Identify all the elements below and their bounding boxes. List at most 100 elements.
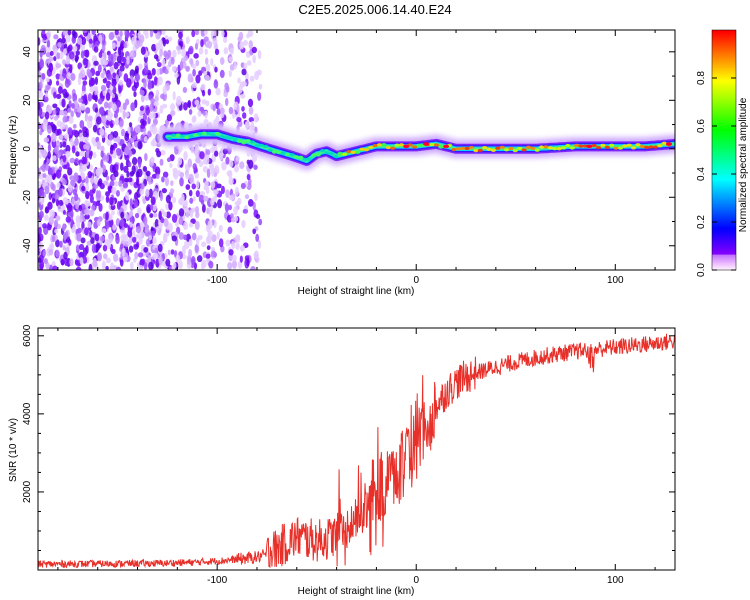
heatmap-noise-cell xyxy=(62,245,66,251)
heatmap-noise-cell xyxy=(48,192,52,201)
heatmap-noise-cell xyxy=(195,206,200,214)
heatmap-noise-cell xyxy=(53,56,57,62)
heatmap-noise-cell xyxy=(178,260,183,270)
colorbar-swatch xyxy=(712,220,736,223)
colorbar-swatch xyxy=(712,184,736,187)
heatmap-noise-cell xyxy=(119,105,124,113)
colorbar-swatch xyxy=(712,202,736,205)
heatmap-noise-cell xyxy=(74,137,79,146)
heatmap-noise-cell xyxy=(236,116,242,123)
heatmap-noise-cell xyxy=(85,175,89,186)
colorbar-tick-label: 0.0 xyxy=(696,263,707,277)
heatmap-noise-cell xyxy=(175,254,181,263)
heatmap-noise-cell xyxy=(184,239,190,250)
heatmap-noise-cell xyxy=(147,72,153,80)
heatmap-noise-cell xyxy=(66,202,73,213)
heatmap-noise-cell xyxy=(118,85,122,94)
heatmap-noise-cell xyxy=(157,76,163,86)
heatmap-band-peak xyxy=(630,146,637,150)
heatmap-noise-cell xyxy=(151,43,157,52)
heatmap-noise-cell xyxy=(115,266,122,270)
heatmap-noise-cell xyxy=(62,210,67,215)
heatmap-noise-cell xyxy=(201,241,207,248)
heatmap-noise-cell xyxy=(229,64,235,71)
heatmap-band-peak xyxy=(249,140,256,144)
heatmap-noise-cell xyxy=(38,111,41,117)
heatmap-noise-cell xyxy=(95,200,100,207)
heatmap-band-maximum xyxy=(423,142,430,146)
heatmap-noise-cell xyxy=(103,101,109,109)
colorbar-swatch xyxy=(712,158,736,161)
heatmap-noise-cell xyxy=(76,37,83,45)
heatmap-noise-cell xyxy=(38,145,43,154)
colorbar-swatch xyxy=(712,108,736,111)
heatmap-noise-cell xyxy=(127,126,131,134)
heatmap-noise-cell xyxy=(137,140,143,150)
heatmap-noise-cell xyxy=(44,111,50,120)
heatmap-noise-cell xyxy=(53,34,59,40)
heatmap-noise-cell xyxy=(219,57,225,65)
heatmap-noise-cell xyxy=(171,235,178,242)
heatmap-band-peak xyxy=(565,143,571,148)
heatmap-noise-cell xyxy=(123,42,127,49)
heatmap-noise-cell xyxy=(147,79,152,89)
heatmap-noise-cell xyxy=(252,228,257,235)
heatmap-noise-cell xyxy=(123,165,129,173)
heatmap-noise-cell xyxy=(240,93,246,99)
heatmap-noise-cell xyxy=(229,47,234,55)
heatmap-noise-cell xyxy=(196,179,200,189)
heatmap-noise-cell xyxy=(140,46,146,55)
colorbar-swatch xyxy=(712,236,736,239)
heatmap-noise-cell xyxy=(113,61,119,70)
heatmap-noise-cell xyxy=(258,83,263,90)
heatmap-noise-cell xyxy=(41,149,48,159)
heatmap-noise-cell xyxy=(185,209,190,219)
heatmap-noise-cell xyxy=(120,234,126,241)
heatmap-band-peak xyxy=(214,131,221,136)
heatmap-noise-cell xyxy=(200,83,206,91)
heatmap-noise-cell xyxy=(115,74,120,83)
heatmap-noise-cell xyxy=(227,226,233,235)
heatmap-noise-cell xyxy=(187,99,192,109)
heatmap-noise-cell xyxy=(192,82,197,89)
heatmap-noise-cell xyxy=(71,30,76,37)
heatmap-noise-cell xyxy=(51,124,57,131)
heatmap-noise-cell xyxy=(183,221,188,231)
colorbar-swatch xyxy=(712,76,736,79)
heatmap-noise-cell xyxy=(169,103,176,111)
heatmap-noise-cell xyxy=(57,204,61,210)
heatmap-noise-cell xyxy=(176,45,181,51)
heatmap-noise-cell xyxy=(210,147,215,154)
heatmap-noise-cell xyxy=(75,151,80,157)
heatmap-noise-cell xyxy=(47,151,51,160)
heatmap-noise-cell xyxy=(109,196,114,206)
colorbar-swatch xyxy=(712,218,736,221)
heatmap-noise-cell xyxy=(257,49,262,60)
heatmap-noise-cell xyxy=(191,64,197,69)
heatmap-noise-cell xyxy=(244,121,250,130)
heatmap-noise-cell xyxy=(210,198,215,206)
heatmap-noise-cell xyxy=(257,91,262,101)
heatmap-noise-cell xyxy=(72,93,78,103)
colorbar-swatch xyxy=(712,266,736,269)
heatmap-noise-cell xyxy=(241,219,246,229)
heatmap-noise-cell xyxy=(119,219,125,227)
heatmap-noise-cell xyxy=(123,223,128,229)
heatmap-noise-cell xyxy=(203,155,210,165)
heatmap-noise-cell xyxy=(148,261,154,270)
heatmap-noise-cell xyxy=(122,182,129,189)
heatmap-noise-cell xyxy=(79,120,85,129)
heatmap-noise-cell xyxy=(55,73,61,80)
heatmap-noise-cell xyxy=(81,150,85,157)
heatmap-band-peak xyxy=(298,155,304,159)
heatmap-band-peak xyxy=(486,147,492,151)
heatmap-band-peak xyxy=(451,148,457,152)
colorbar-swatch xyxy=(712,178,736,181)
heatmap-noise-cell xyxy=(77,227,82,234)
heatmap-noise-cell xyxy=(194,150,199,159)
heatmap-noise-cell xyxy=(173,262,177,269)
colorbar-swatch xyxy=(712,126,736,129)
colorbar-swatch xyxy=(712,210,736,213)
heatmap-noise-cell xyxy=(100,84,107,92)
